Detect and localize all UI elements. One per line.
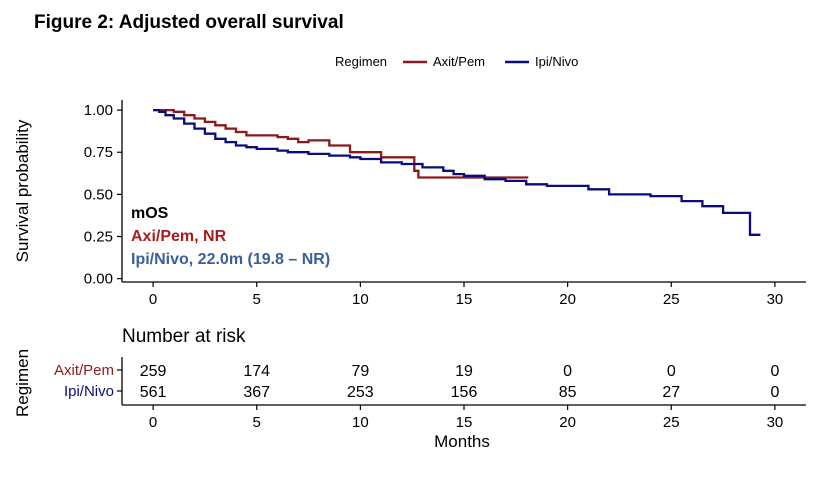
risk-value-ipi-nivo: 27 bbox=[662, 384, 680, 401]
risk-value-ipi-nivo: 253 bbox=[347, 384, 374, 401]
risk-row-label-ipi-nivo: Ipi/Nivo bbox=[64, 383, 114, 400]
legend-label-axit-pem: Axit/Pem bbox=[433, 54, 485, 69]
survival-curves bbox=[153, 108, 761, 236]
risk-value-axit-pem: 0 bbox=[770, 363, 779, 380]
risk-value-axit-pem: 0 bbox=[667, 363, 676, 380]
risk-value-axit-pem: 19 bbox=[455, 363, 473, 380]
risk-value-axit-pem: 0 bbox=[563, 363, 572, 380]
x-tick-label: 30 bbox=[767, 291, 784, 308]
risk-value-ipi-nivo: 561 bbox=[140, 384, 167, 401]
risk-value-axit-pem: 259 bbox=[140, 363, 167, 380]
x-tick-label: 20 bbox=[559, 291, 576, 308]
legend-title: Regimen bbox=[335, 54, 387, 69]
risk-x-tick-label: 0 bbox=[149, 414, 157, 431]
series-line-ipi-nivo bbox=[153, 108, 761, 236]
risk-x-tick-label: 20 bbox=[559, 414, 576, 431]
x-tick-label: 5 bbox=[253, 291, 261, 308]
mos-ipi-nivo: Ipi/Nivo, 22.0m (19.8 – NR) bbox=[131, 251, 330, 268]
risk-table-ylabel: Regimen bbox=[13, 349, 32, 417]
x-tick-label: 10 bbox=[352, 291, 369, 308]
legend: Regimen Axit/Pem Ipi/Nivo bbox=[335, 54, 578, 69]
risk-x-tick-label: 5 bbox=[253, 414, 261, 431]
risk-x-axis-label: Months bbox=[434, 432, 490, 451]
risk-value-ipi-nivo: 367 bbox=[243, 384, 270, 401]
risk-table-title: Number at risk bbox=[122, 326, 246, 347]
survival-plot: 0.00 0.25 0.50 0.75 1.00 0 5 10 15 20 25 30 Surviv… bbox=[13, 100, 806, 308]
x-tick-label: 25 bbox=[663, 291, 680, 308]
y-tick-label: 1.00 bbox=[84, 102, 113, 119]
mos-annotation: mOS Axi/Pem, NR Ipi/Nivo, 22.0m (19.8 – … bbox=[131, 205, 330, 268]
risk-x-tick-label: 25 bbox=[663, 414, 680, 431]
risk-x-tick-label: 10 bbox=[352, 414, 369, 431]
y-tick-label: 0.00 bbox=[84, 271, 113, 288]
risk-row-label-axit-pem: Axit/Pem bbox=[54, 362, 114, 379]
series-line-axit-pem bbox=[153, 108, 529, 179]
risk-x-ticks: 0 5 10 15 20 25 30 bbox=[149, 405, 783, 431]
y-ticks: 0.00 0.25 0.50 0.75 1.00 bbox=[84, 102, 122, 288]
x-tick-label: 15 bbox=[456, 291, 473, 308]
risk-rows: Axit/Pem 259 174 79 19 0 0 0 Ipi/Nivo 561 367 253 15… bbox=[54, 362, 779, 401]
risk-x-tick-label: 30 bbox=[767, 414, 784, 431]
x-tick-label: 0 bbox=[149, 291, 157, 308]
legend-label-ipi-nivo: Ipi/Nivo bbox=[535, 54, 578, 69]
mos-header: mOS bbox=[131, 205, 169, 222]
y-tick-label: 0.50 bbox=[84, 186, 113, 203]
risk-value-ipi-nivo: 156 bbox=[451, 384, 478, 401]
figure-title: Figure 2: Adjusted overall survival bbox=[34, 12, 344, 33]
risk-value-axit-pem: 79 bbox=[351, 363, 369, 380]
y-tick-label: 0.75 bbox=[84, 144, 113, 161]
y-tick-label: 0.25 bbox=[84, 229, 113, 246]
risk-value-axit-pem: 174 bbox=[243, 363, 270, 380]
risk-table: Number at risk Regimen Axit/Pem 259 174 79 1… bbox=[13, 326, 806, 451]
x-ticks: 0 5 10 15 20 25 30 bbox=[149, 282, 783, 308]
risk-x-tick-label: 15 bbox=[456, 414, 473, 431]
mos-axit-pem: Axi/Pem, NR bbox=[131, 228, 227, 245]
risk-value-ipi-nivo: 85 bbox=[559, 384, 577, 401]
risk-value-ipi-nivo: 0 bbox=[770, 384, 779, 401]
y-axis-label: Survival probability bbox=[13, 119, 32, 262]
